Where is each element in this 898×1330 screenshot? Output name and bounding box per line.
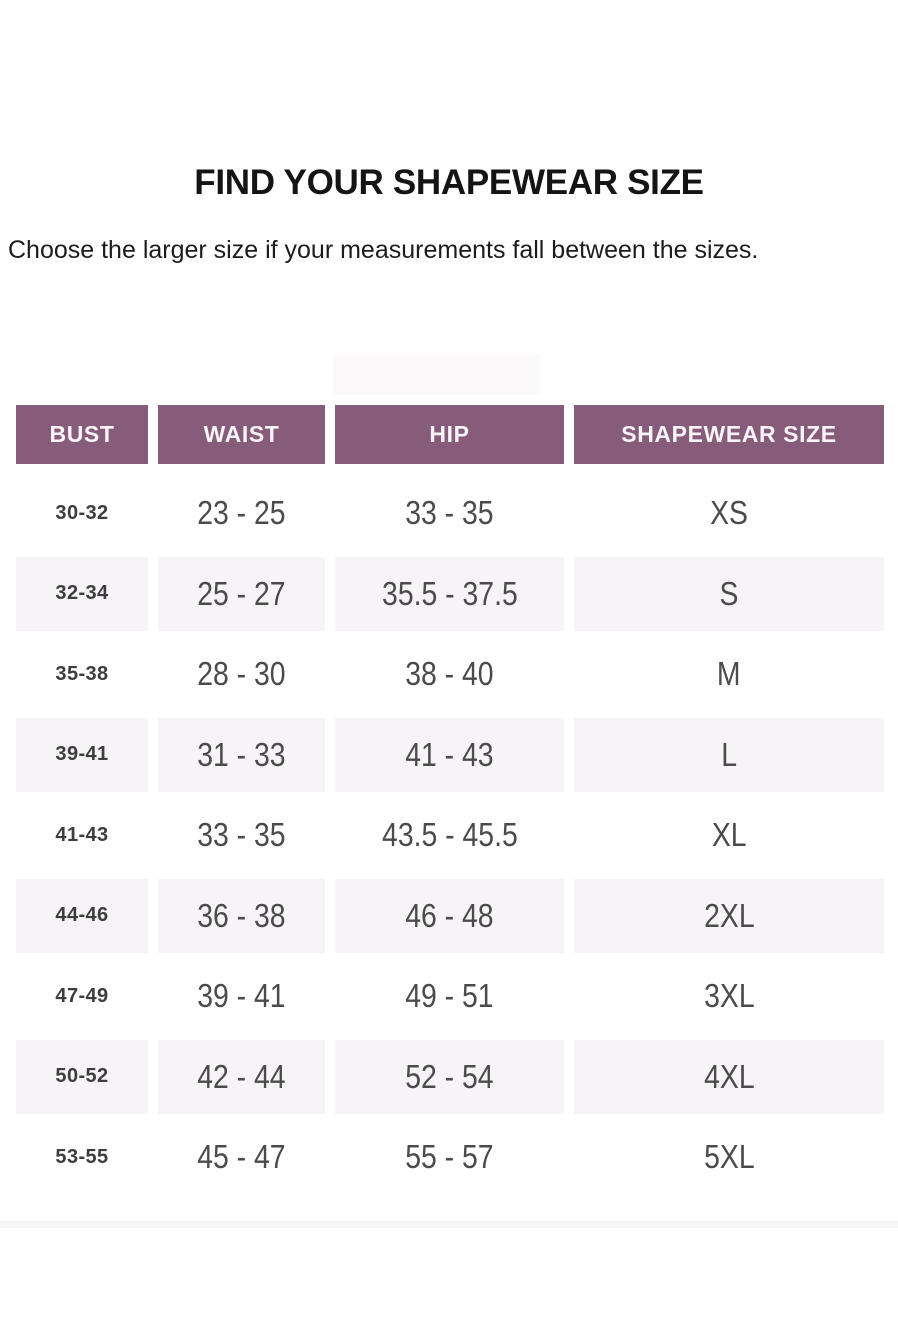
table-row: 39-41 31 - 33 41 - 43 L xyxy=(16,715,884,796)
size-cell: 3XL xyxy=(574,956,884,1037)
hip-cell: 35.5 - 37.5 xyxy=(335,557,564,631)
hip-cell: 33 - 35 xyxy=(335,473,564,554)
size-cell: XL xyxy=(574,795,884,876)
faint-artifact-box xyxy=(333,354,540,395)
column-header-hip: HIP xyxy=(335,405,564,464)
waist-cell-value: 25 - 27 xyxy=(197,574,286,612)
size-cell-value: 4XL xyxy=(703,1057,755,1095)
hip-cell: 49 - 51 xyxy=(335,956,564,1037)
waist-cell-value: 28 - 30 xyxy=(197,655,286,693)
waist-cell: 39 - 41 xyxy=(158,956,325,1037)
section-divider xyxy=(0,1221,898,1228)
waist-cell: 25 - 27 xyxy=(158,557,325,631)
waist-cell: 45 - 47 xyxy=(158,1117,325,1198)
bust-cell: 32-34 xyxy=(16,557,148,631)
size-cell-value: L xyxy=(721,735,737,773)
waist-cell-value: 33 - 35 xyxy=(197,816,286,854)
bust-cell: 41-43 xyxy=(55,823,109,846)
table-body: 30-32 23 - 25 33 - 35 XS 32-34 25 - 27 35.5 - … xyxy=(16,473,884,1198)
size-cell: M xyxy=(574,634,884,715)
bust-cell: 47-49 xyxy=(55,984,109,1007)
hip-cell-value: 38 - 40 xyxy=(405,655,494,693)
hip-cell: 46 - 48 xyxy=(335,879,564,953)
size-cell-value: 5XL xyxy=(703,1138,755,1176)
table-row: 53-55 45 - 47 55 - 57 5XL xyxy=(16,1117,884,1198)
table-row: 41-43 33 - 35 43.5 - 45.5 XL xyxy=(16,795,884,876)
size-cell: S xyxy=(574,557,884,631)
waist-cell-value: 45 - 47 xyxy=(197,1138,286,1176)
size-cell: L xyxy=(574,718,884,792)
hip-cell-value: 35.5 - 37.5 xyxy=(381,574,518,612)
hip-cell-value: 41 - 43 xyxy=(405,735,494,773)
page-title: FIND YOUR SHAPEWEAR SIZE xyxy=(194,163,704,202)
waist-cell: 28 - 30 xyxy=(158,634,325,715)
hip-cell: 52 - 54 xyxy=(335,1040,564,1114)
hip-cell-value: 46 - 48 xyxy=(405,896,494,934)
bust-cell: 50-52 xyxy=(16,1040,148,1114)
size-cell-value: XS xyxy=(710,494,748,532)
waist-cell: 36 - 38 xyxy=(158,879,325,953)
size-cell: 2XL xyxy=(574,879,884,953)
table-row: 30-32 23 - 25 33 - 35 XS xyxy=(16,473,884,554)
size-cell-value: M xyxy=(717,655,741,693)
size-cell-value: 2XL xyxy=(703,896,755,934)
size-cell-value: S xyxy=(719,574,739,612)
column-header-waist: WAIST xyxy=(158,405,325,464)
column-header-shapewear-size: SHAPEWEAR SIZE xyxy=(574,405,884,464)
waist-cell-value: 42 - 44 xyxy=(197,1057,286,1095)
hip-cell: 41 - 43 xyxy=(335,718,564,792)
hip-cell-value: 55 - 57 xyxy=(405,1138,494,1176)
bust-cell: 39-41 xyxy=(16,718,148,792)
hip-cell-value: 52 - 54 xyxy=(405,1057,494,1095)
column-header-bust: BUST xyxy=(16,405,148,464)
waist-cell-value: 39 - 41 xyxy=(197,977,286,1015)
table-row: 44-46 36 - 38 46 - 48 2XL xyxy=(16,876,884,957)
table-row: 35-38 28 - 30 38 - 40 M xyxy=(16,634,884,715)
waist-cell: 42 - 44 xyxy=(158,1040,325,1114)
waist-cell-value: 23 - 25 xyxy=(197,494,286,532)
waist-cell-value: 36 - 38 xyxy=(197,896,286,934)
bust-cell: 35-38 xyxy=(55,662,109,685)
size-cell-value: 3XL xyxy=(703,977,755,1015)
table-row: 32-34 25 - 27 35.5 - 37.5 S xyxy=(16,554,884,635)
table-row: 47-49 39 - 41 49 - 51 3XL xyxy=(16,956,884,1037)
size-cell-value: XL xyxy=(711,816,747,854)
size-cell: 4XL xyxy=(574,1040,884,1114)
size-cell: 5XL xyxy=(574,1117,884,1198)
hip-cell: 43.5 - 45.5 xyxy=(335,795,564,876)
size-chart-table: BUST WAIST HIP SHAPEWEAR SIZE 30-32 23 - … xyxy=(16,405,884,1198)
bust-cell: 53-55 xyxy=(55,1145,109,1168)
hip-cell: 38 - 40 xyxy=(335,634,564,715)
hip-cell-value: 49 - 51 xyxy=(405,977,494,1015)
hip-cell-value: 43.5 - 45.5 xyxy=(381,816,518,854)
waist-cell: 23 - 25 xyxy=(158,473,325,554)
size-guide-note: Choose the larger size if your measureme… xyxy=(8,236,759,264)
bust-cell: 44-46 xyxy=(16,879,148,953)
bust-cell: 30-32 xyxy=(55,501,109,524)
hip-cell: 55 - 57 xyxy=(335,1117,564,1198)
waist-cell: 33 - 35 xyxy=(158,795,325,876)
table-row: 50-52 42 - 44 52 - 54 4XL xyxy=(16,1037,884,1118)
size-cell: XS xyxy=(574,473,884,554)
waist-cell-value: 31 - 33 xyxy=(197,735,286,773)
table-header-row: BUST WAIST HIP SHAPEWEAR SIZE xyxy=(16,405,884,464)
hip-cell-value: 33 - 35 xyxy=(405,494,494,532)
waist-cell: 31 - 33 xyxy=(158,718,325,792)
